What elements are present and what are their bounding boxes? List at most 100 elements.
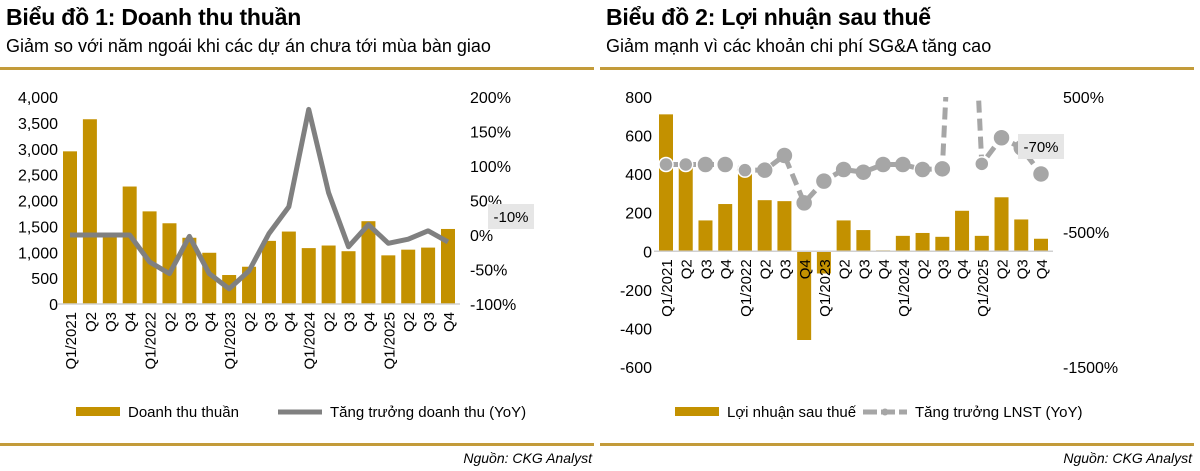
- bar: [836, 220, 851, 252]
- bar: [698, 220, 713, 252]
- legend-bar-swatch: [675, 407, 719, 416]
- bar: [757, 200, 772, 252]
- y-left-tick-label: 2,000: [18, 194, 58, 211]
- legend-label: Doanh thu thuần: [128, 404, 239, 421]
- x-tick-label: Q1/2021: [659, 259, 676, 317]
- bar: [718, 204, 733, 252]
- bar: [1034, 238, 1048, 252]
- bar: [816, 251, 831, 274]
- y-left-tick-label: 200: [625, 206, 652, 223]
- bar: [102, 235, 117, 304]
- bar: [261, 240, 276, 304]
- line-marker: [835, 161, 852, 178]
- legend-bar-swatch: [76, 407, 120, 416]
- bar: [659, 114, 673, 252]
- legend-marker: [881, 408, 889, 416]
- line-marker: [796, 195, 812, 211]
- data-label: -70%: [1023, 139, 1058, 156]
- line-marker: [934, 161, 951, 177]
- y-right-tick-label: -50%: [470, 263, 507, 280]
- x-tick-label: Q2: [995, 259, 1012, 279]
- x-tick-label: Q4: [123, 312, 140, 332]
- y-left-tick-label: 3,000: [18, 142, 58, 159]
- divider: [0, 443, 594, 446]
- bar: [281, 231, 296, 304]
- chart-subtitle: Giảm mạnh vì các khoản chi phí SG&A tăng…: [606, 36, 992, 56]
- y-left-tick-label: -400: [620, 321, 652, 338]
- bar: [82, 119, 97, 304]
- legend-label: Lợi nhuận sau thuế: [727, 404, 857, 421]
- y-right-tick-label: 150%: [470, 125, 511, 142]
- bar: [182, 237, 197, 304]
- line-marker: [914, 161, 931, 178]
- divider: [600, 443, 1194, 446]
- x-tick-label: Q2: [837, 259, 854, 279]
- x-tick-label: Q4: [876, 259, 893, 279]
- line-marker: [677, 156, 694, 173]
- y-left-tick-label: 0: [643, 244, 652, 261]
- x-tick-label: Q3: [103, 312, 120, 332]
- x-tick-label: Q3: [1014, 259, 1031, 279]
- bar: [737, 174, 752, 252]
- x-tick-label: Q4: [361, 312, 378, 332]
- x-tick-label: Q4: [441, 312, 458, 332]
- chart-title: Biểu đồ 1: Doanh thu thuần: [6, 4, 302, 30]
- y-right-tick-label: -1500%: [1063, 360, 1118, 377]
- legend-label: Tăng trưởng LNST (YoY): [915, 404, 1082, 421]
- bar: [895, 235, 910, 252]
- x-tick-label: Q2: [679, 259, 696, 279]
- x-tick-label: Q2: [758, 259, 775, 279]
- line-marker: [875, 156, 891, 173]
- y-right-tick-label: 200%: [470, 90, 511, 107]
- x-tick-label: Q4: [282, 312, 299, 332]
- growth-line: [70, 106, 450, 292]
- line-marker: [776, 147, 793, 164]
- x-tick-label: Q3: [421, 312, 438, 332]
- x-tick-label: Q4: [1034, 259, 1051, 279]
- bar: [321, 245, 336, 304]
- y-right-tick-label: 0%: [470, 228, 493, 245]
- y-left-tick-label: -200: [620, 283, 652, 300]
- x-tick-label: Q2: [322, 312, 339, 332]
- data-label: -10%: [493, 209, 528, 226]
- line-marker: [974, 156, 990, 172]
- bar: [1014, 219, 1029, 252]
- y-left-tick-label: 800: [625, 90, 652, 107]
- bar: [122, 186, 137, 304]
- line-marker: [756, 162, 773, 178]
- y-left-tick-label: -600: [620, 360, 652, 377]
- line-marker: [697, 156, 714, 173]
- x-tick-label: Q1/2023: [817, 259, 834, 317]
- bar: [935, 236, 950, 252]
- bar: [678, 164, 693, 252]
- y-right-tick-label: 500%: [1063, 90, 1104, 107]
- x-tick-label: Q3: [182, 312, 199, 332]
- chart-subtitle: Giảm so với năm ngoái khi các dự án chưa…: [6, 36, 491, 56]
- bar: [162, 223, 177, 304]
- x-tick-label: Q4: [718, 259, 735, 279]
- bar: [63, 151, 77, 304]
- x-tick-label: Q1/2024: [896, 259, 913, 317]
- x-tick-label: Q2: [242, 312, 259, 332]
- bar: [797, 251, 812, 340]
- x-tick-label: Q3: [698, 259, 715, 279]
- chart-panel-1: Biểu đồ 1: Doanh thu thuần Giảm so với n…: [0, 4, 594, 466]
- data-label-box: [488, 204, 534, 229]
- bar: [401, 249, 416, 304]
- line-marker: [1033, 166, 1049, 182]
- x-tick-label: Q1/2025: [381, 312, 398, 370]
- bar: [341, 251, 356, 304]
- y-right-tick-label: -500%: [1063, 225, 1109, 242]
- y-left-tick-label: 600: [625, 129, 652, 146]
- bar: [441, 228, 455, 304]
- x-tick-label: Q2: [916, 259, 933, 279]
- y-left-tick-label: 2,500: [18, 168, 58, 185]
- x-tick-label: Q1/2024: [302, 312, 319, 370]
- bar: [955, 210, 970, 252]
- y-right-tick-label: -100%: [470, 297, 516, 314]
- source-note: Nguồn: CKG Analyst: [1063, 450, 1192, 466]
- x-tick-label: Q4: [955, 259, 972, 279]
- y-left-tick-label: 0: [49, 297, 58, 314]
- chart-title: Biểu đồ 2: Lợi nhuận sau thuế: [606, 4, 931, 30]
- x-tick-label: Q2: [401, 312, 418, 332]
